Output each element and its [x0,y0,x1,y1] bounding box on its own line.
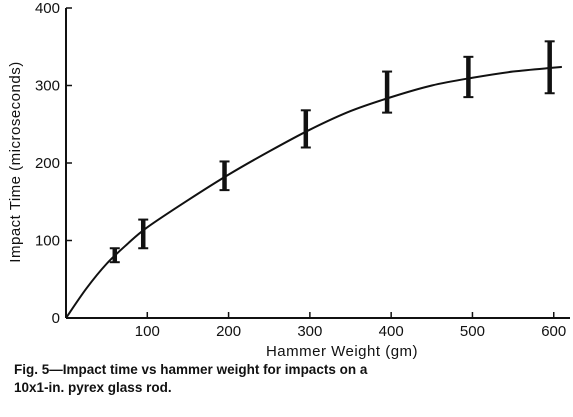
y-tick-label: 300 [35,78,60,95]
x-tick-label: 600 [541,323,566,340]
error-bar [544,40,555,95]
x-tick-label: 400 [379,323,404,340]
error-bar [382,70,393,114]
y-tick-label: 400 [35,0,60,17]
caption-line-2: 10x1-in. pyrex glass rod. [14,380,172,395]
y-tick-label: 0 [52,310,60,327]
x-axis-ticks: 100 200 300 400 500 600 [135,312,566,340]
error-bar [109,247,120,264]
error-bars [109,40,555,264]
figure-caption: Fig. 5—Impact time vs hammer weight for … [14,361,566,397]
x-tick-label: 500 [460,323,485,340]
x-axis-label: Hammer Weight (gm) [266,343,418,360]
error-bar [463,55,474,99]
error-bar [219,160,230,192]
caption-line-1: Fig. 5—Impact time vs hammer weight for … [14,362,368,377]
error-bar [300,109,311,149]
x-tick-label: 300 [297,323,322,340]
fit-curve [65,65,562,319]
chart: 0 100 200 300 400 100 200 300 400 500 600 Impact … [7,0,570,360]
y-tick-label: 200 [35,155,60,172]
x-tick-label: 100 [135,323,160,340]
error-bar [138,218,149,250]
y-tick-label: 100 [35,233,60,250]
axes [65,8,570,319]
x-tick-label: 200 [216,323,241,340]
y-axis-ticks: 0 100 200 300 400 [35,0,72,327]
y-axis-label: Impact Time (microseconds) [7,61,24,262]
